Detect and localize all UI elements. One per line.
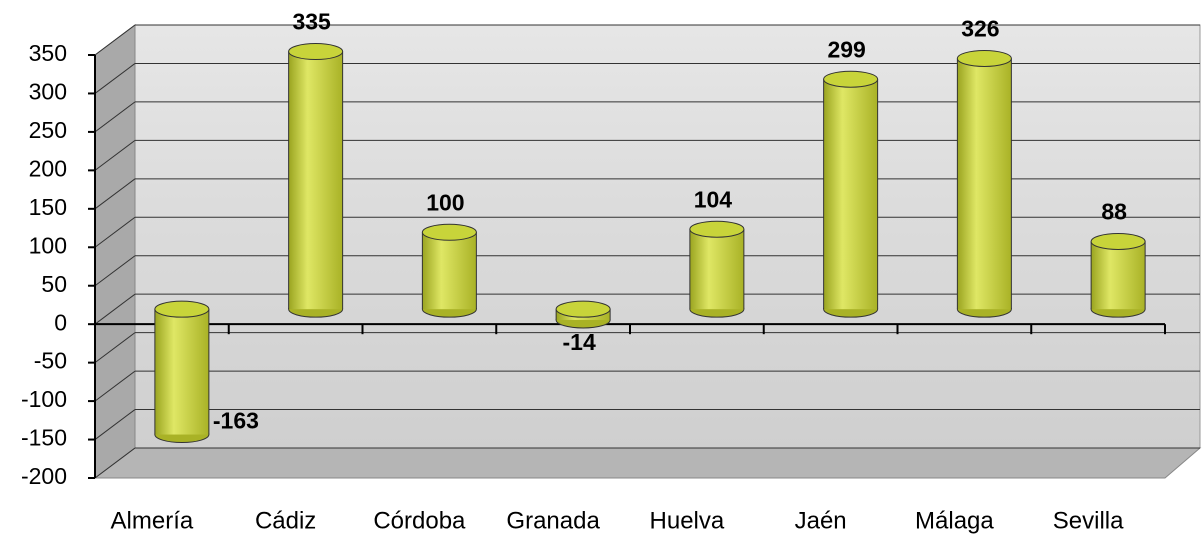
bar-top <box>555 300 611 318</box>
x-tick-label: Huelva <box>650 507 725 534</box>
value-label: 326 <box>961 16 999 42</box>
grid-line-side <box>94 101 136 133</box>
x-tick-label: Málaga <box>915 507 994 534</box>
grid-line-side <box>94 255 136 287</box>
bar <box>288 51 343 310</box>
value-label: 299 <box>827 36 865 62</box>
y-tick-label: -200 <box>21 463 67 489</box>
side-wall <box>94 24 136 479</box>
y-tick-label: 0 <box>54 309 67 335</box>
bar-top <box>288 43 344 61</box>
y-tick-label: -150 <box>21 425 67 451</box>
grid-line-side <box>94 63 136 94</box>
bar <box>1091 241 1146 310</box>
x-tick-label: Almería <box>111 507 194 534</box>
y-tick-label: -50 <box>34 348 67 374</box>
grid-line-side <box>94 216 136 248</box>
value-label: 104 <box>694 186 733 212</box>
y-tick-label: 150 <box>29 194 67 220</box>
bar <box>957 58 1012 310</box>
plot-area <box>93 24 1202 479</box>
y-tick-label: 250 <box>29 117 67 143</box>
y-tick-label: -100 <box>21 386 67 412</box>
y-tick-label: 300 <box>29 79 67 105</box>
grid-line-side <box>94 24 136 56</box>
x-tick-label: Granada <box>506 507 600 534</box>
y-tick-label: 350 <box>29 40 67 66</box>
y-tick-label: 50 <box>41 271 67 297</box>
x-tick-label: Cádiz <box>255 507 316 534</box>
bar-top <box>421 223 477 241</box>
grid-line-side <box>94 447 136 479</box>
floor <box>93 447 1202 479</box>
grid-line-side <box>94 293 136 325</box>
grid-line-side <box>94 409 136 440</box>
bar-top <box>154 300 210 318</box>
value-label: 335 <box>292 9 331 35</box>
grid-line-side <box>94 178 136 210</box>
bar <box>689 229 744 310</box>
bar-top <box>823 70 879 88</box>
y-tick-label: 100 <box>29 232 67 258</box>
value-label: 100 <box>426 189 464 215</box>
value-label: 88 <box>1101 199 1127 225</box>
bar <box>823 79 878 310</box>
grid-line-side <box>94 370 136 402</box>
value-label: -14 <box>563 329 596 355</box>
x-tick-label: Jaén <box>795 507 847 534</box>
bar-top <box>689 220 745 238</box>
y-tick-label: 200 <box>29 155 67 181</box>
bar <box>422 232 477 310</box>
x-tick-label: Sevilla <box>1053 507 1124 534</box>
bar-top <box>1090 233 1146 251</box>
value-label: -163 <box>213 408 259 434</box>
grid-line-side <box>94 139 136 171</box>
bar-top <box>956 49 1012 67</box>
x-tick-label: Córdoba <box>373 507 466 534</box>
grid-line-side <box>94 332 136 364</box>
bar <box>154 309 209 435</box>
